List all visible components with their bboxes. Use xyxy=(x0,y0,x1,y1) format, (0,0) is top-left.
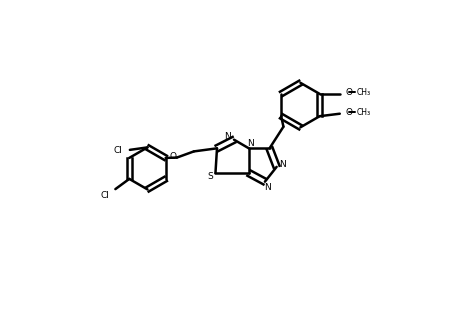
Text: Cl: Cl xyxy=(100,191,109,200)
Text: Cl: Cl xyxy=(114,146,123,155)
Text: O: O xyxy=(169,151,176,161)
Text: O: O xyxy=(346,88,353,97)
Text: S: S xyxy=(207,171,213,181)
Text: N: N xyxy=(264,183,271,192)
Text: N: N xyxy=(279,160,286,169)
Text: CH₃: CH₃ xyxy=(357,108,371,117)
Text: O: O xyxy=(346,108,353,117)
Text: N: N xyxy=(247,139,254,148)
Text: CH₃: CH₃ xyxy=(357,88,371,97)
Text: N: N xyxy=(224,132,231,141)
